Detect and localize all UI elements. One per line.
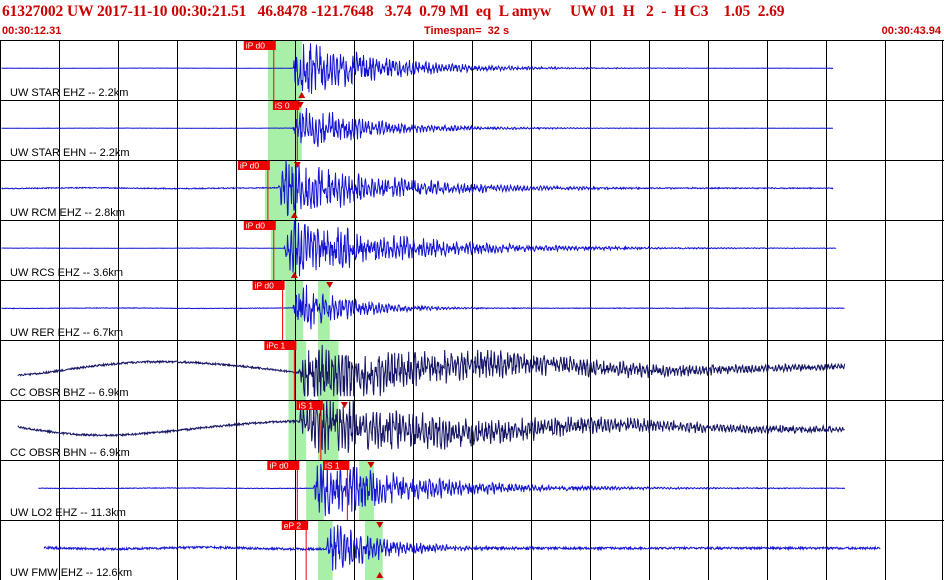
trace-label-4: UW RER EHZ -- 6.7km: [10, 327, 123, 339]
pick-window-8-1: [365, 521, 383, 580]
pick-flag-7-1[interactable]: [322, 461, 350, 470]
trace-waveform-8: [43, 524, 881, 571]
trace-waveform-5: [17, 344, 846, 398]
pick-label-6-0: iS 1: [298, 401, 313, 411]
end-time-label: 00:30:43.94: [881, 25, 941, 37]
event-title-line: 61327002 UW 2017-11-10 00:30:21.51 46.84…: [2, 3, 785, 20]
trace-waveform-3: [1, 220, 837, 277]
timespan-label: Timespan= 32 s: [424, 25, 510, 37]
pick-label-5-0: iPc 1: [266, 341, 285, 351]
trace-waveform-4: [1, 284, 845, 330]
trace-label-5: CC OBSR BHZ -- 6.9km: [10, 387, 129, 399]
pick-marker-1-0: [296, 102, 304, 108]
trace-labels: UW STAR EHZ -- 2.2km UW STAR EHN -- 2.2km…: [10, 87, 132, 579]
time-grid: [0, 40, 944, 580]
pick-flag-5-0[interactable]: [264, 341, 297, 350]
pick-window-8-0: [317, 521, 333, 580]
pick-marker-0-0: [298, 92, 306, 98]
event-header: 61327002 UW 2017-11-10 00:30:21.51 46.84…: [0, 0, 944, 40]
pick-label-7-0: iP d0: [269, 461, 288, 471]
pick-label-2-0: iP d0: [240, 161, 259, 171]
trace-waveform-6: [17, 398, 845, 454]
pick-label-3-0: iP d0: [246, 221, 265, 231]
pick-marker-2-1: [290, 212, 298, 218]
trace-label-2: UW RCM EHZ -- 2.8km: [10, 207, 125, 219]
pick-flag-1-0[interactable]: [272, 101, 300, 110]
trace-waveform-7: [38, 463, 846, 517]
trace-waveform-2: [1, 160, 834, 217]
pick-flag-0-0[interactable]: [243, 41, 276, 50]
trace-label-8: UW FMW EHZ -- 12.6km: [10, 567, 132, 579]
pick-label-7-1: iS 1: [325, 461, 340, 471]
pick-marker-4-0: [326, 282, 334, 288]
pick-window-6-0: [288, 401, 307, 460]
pick-label-0-0: iP d0: [246, 41, 265, 51]
pick-marker-3-0: [290, 272, 298, 278]
pick-flag-2-0[interactable]: [237, 161, 270, 170]
pick-label-4-0: iP d0: [255, 281, 274, 291]
pick-marker-2-0: [293, 162, 301, 168]
pick-marker-7-0: [367, 462, 375, 468]
pick-flag-8-0[interactable]: [281, 521, 309, 530]
trace-waveform-0: [1, 43, 834, 94]
trace-label-7: UW LO2 EHZ -- 11.3km: [10, 507, 126, 519]
trace-label-6: CC OBSR BHN -- 6.9km: [10, 447, 130, 459]
traces: [1, 43, 881, 571]
pick-window-5-0: [288, 341, 307, 400]
phase-picks[interactable]: iP d0 iS 0 iP d0 iP d0 iP d0 iPc 1 iS 1 iP d0 iS…: [237, 40, 384, 580]
trace-waveform-1: [1, 107, 834, 148]
trace-label-1: UW STAR EHN -- 2.2km: [10, 147, 130, 159]
pick-flag-3-0[interactable]: [243, 221, 276, 230]
pick-flag-4-0[interactable]: [252, 281, 285, 290]
trace-label-0: UW STAR EHZ -- 2.2km: [10, 87, 128, 99]
pick-window-1-0: [267, 101, 302, 160]
pick-flag-7-0[interactable]: [267, 461, 300, 470]
pick-marker-8-1: [376, 572, 384, 578]
start-time-label: 00:30:12.31: [2, 25, 62, 37]
trace-label-3: UW RCS EHZ -- 3.6km: [10, 267, 123, 279]
pick-label-8-0: eP 2: [284, 521, 302, 531]
pick-marker-8-0: [376, 522, 384, 528]
pick-label-1-0: iS 0: [275, 101, 290, 111]
pick-flag-6-0[interactable]: [296, 401, 323, 410]
pick-marker-6-0: [340, 402, 348, 408]
